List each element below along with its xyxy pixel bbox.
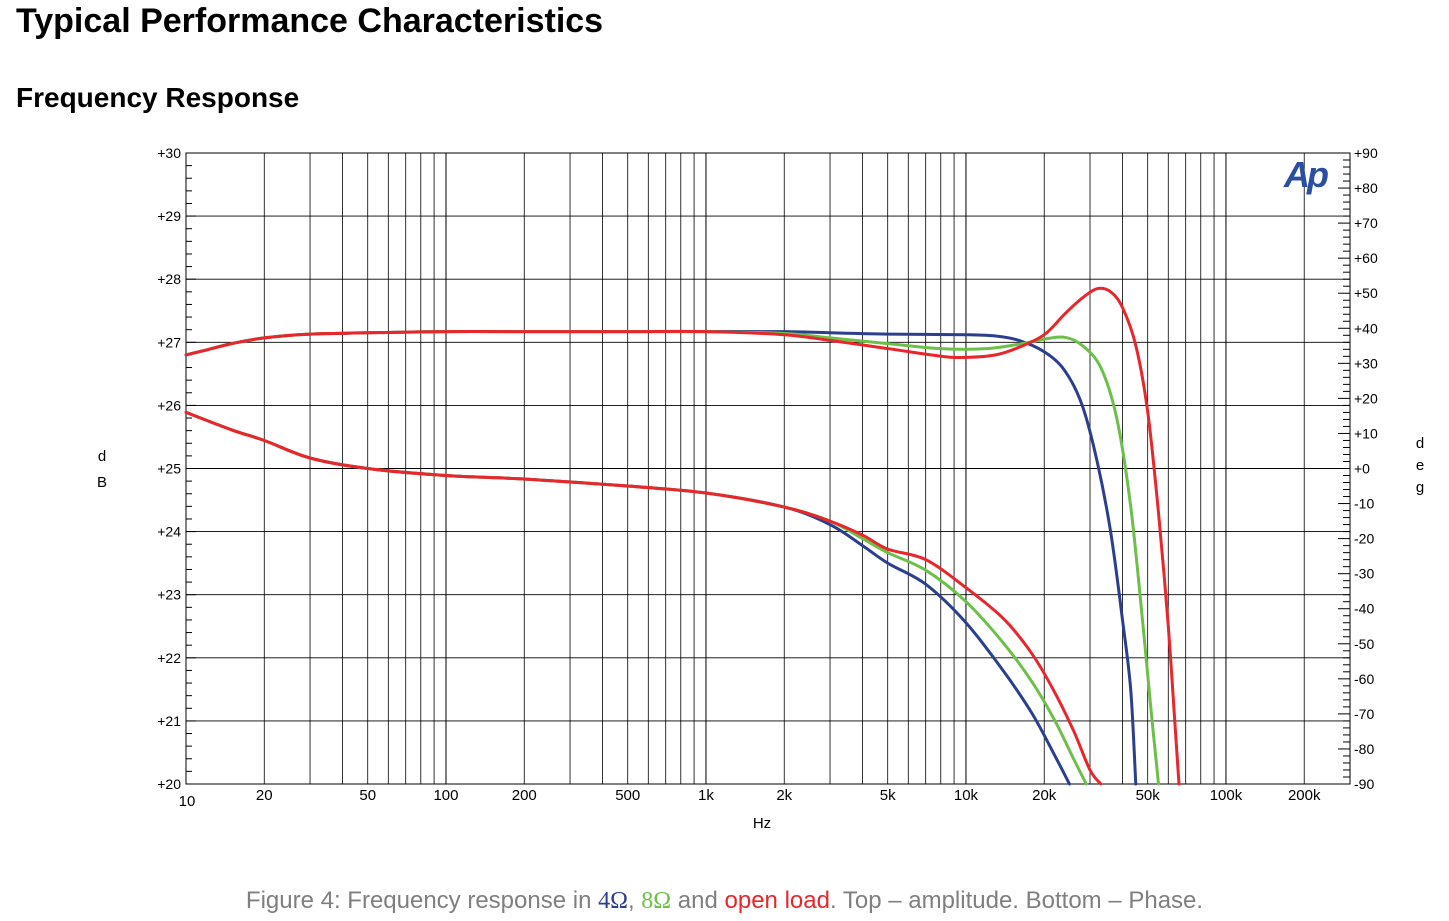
y-right-tick-label: +30 bbox=[1354, 355, 1378, 371]
y-right-tick-label: +60 bbox=[1354, 250, 1378, 266]
caption-sep1: , bbox=[627, 887, 642, 914]
caption-8ohm: 8Ω bbox=[641, 888, 672, 914]
x-tick-label: 100 bbox=[433, 787, 458, 804]
y-left-tick-label: +28 bbox=[157, 271, 181, 287]
y-right-axis-label-char: d bbox=[1416, 435, 1424, 452]
y-left-axis-label-char: d bbox=[98, 448, 106, 465]
x-tick-label: 20k bbox=[1032, 787, 1057, 804]
y-right-tick-label: +90 bbox=[1354, 145, 1378, 161]
x-tick-label: 1k bbox=[698, 787, 714, 804]
series-line-8-amplitude bbox=[184, 329, 1160, 786]
y-right-tick-label: +50 bbox=[1354, 285, 1378, 301]
ap-logo: Ap bbox=[1283, 154, 1331, 195]
y-left-tick-label: +23 bbox=[157, 587, 181, 603]
y-right-tick-label: -60 bbox=[1354, 671, 1374, 687]
ap-logo-text: Ap bbox=[1283, 154, 1328, 195]
x-tick-label: 100k bbox=[1210, 787, 1243, 804]
grid bbox=[185, 152, 1351, 785]
x-tick-label: 5k bbox=[880, 787, 896, 804]
y-right-tick-label: +0 bbox=[1354, 461, 1370, 477]
series-line-open-load-phase bbox=[184, 410, 1103, 786]
caption-open-load: open load bbox=[724, 887, 830, 914]
x-tick-label: 10k bbox=[954, 787, 979, 804]
figure-caption: Figure 4: Frequency response in 4Ω, 8Ω a… bbox=[0, 887, 1449, 915]
page-title: Typical Performance Characteristics bbox=[16, 2, 604, 40]
y-right-tick-label: -70 bbox=[1354, 706, 1374, 722]
series-layer bbox=[184, 286, 1181, 786]
y-right-tick-label: -20 bbox=[1354, 531, 1374, 547]
caption-prefix: Figure 4: Frequency response in bbox=[245, 887, 599, 914]
x-axis-label: Hz bbox=[753, 815, 771, 832]
x-tick-label: 10 bbox=[179, 793, 196, 810]
y-right-axis-label-char: e bbox=[1416, 457, 1424, 474]
y-right-tick-label: +40 bbox=[1354, 320, 1378, 336]
y-right-tick-label: +10 bbox=[1354, 425, 1378, 441]
y-right-tick-label: -80 bbox=[1354, 741, 1374, 757]
x-tick-label: 2k bbox=[776, 787, 792, 804]
y-left-tick-label: +29 bbox=[157, 208, 181, 224]
y-left-tick-label: +22 bbox=[157, 650, 181, 666]
y-left-tick-label: +30 bbox=[157, 145, 181, 161]
axis-labels: 10 20 50 100 200 500 1k 2k 5k 10k 20k 50k 100k 200k +3… bbox=[97, 145, 1424, 832]
x-tick-label: 20 bbox=[256, 787, 273, 804]
y-right-tick-label: +70 bbox=[1354, 215, 1378, 231]
y-right-tick-label: +80 bbox=[1354, 180, 1378, 196]
x-tick-label: 200 bbox=[512, 787, 537, 804]
y-right-tick-label: -40 bbox=[1354, 601, 1374, 617]
x-tick-label: 500 bbox=[615, 787, 640, 804]
x-tick-label: 50k bbox=[1136, 787, 1161, 804]
y-left-tick-label: +20 bbox=[157, 776, 181, 792]
axis-ticks bbox=[186, 152, 1350, 785]
y-right-tick-label: -10 bbox=[1354, 496, 1374, 512]
section-title: Frequency Response bbox=[16, 82, 300, 113]
caption-suffix: . Top – amplitude. Bottom – Phase. bbox=[829, 887, 1204, 914]
y-left-axis-label-char: B bbox=[97, 474, 107, 491]
y-left-tick-label: +26 bbox=[157, 397, 181, 413]
y-left-tick-label: +25 bbox=[157, 461, 181, 477]
y-left-tick-label: +21 bbox=[157, 713, 181, 729]
y-right-tick-label: -30 bbox=[1354, 566, 1374, 582]
x-tick-label: 200k bbox=[1288, 787, 1321, 804]
caption-sep2: and bbox=[671, 887, 725, 914]
series-line-4-amplitude bbox=[184, 330, 1138, 786]
frequency-response-chart: 10 20 50 100 200 500 1k 2k 5k 10k 20k 50k 100k 200k +3… bbox=[97, 145, 1424, 832]
caption-4ohm: 4Ω bbox=[598, 888, 628, 914]
y-left-tick-label: +24 bbox=[157, 524, 181, 540]
y-right-tick-label: -90 bbox=[1354, 776, 1374, 792]
y-right-tick-label: -50 bbox=[1354, 636, 1374, 652]
y-left-tick-label: +27 bbox=[157, 334, 181, 350]
x-tick-label: 50 bbox=[359, 787, 376, 804]
y-right-axis-label-char: g bbox=[1416, 479, 1424, 496]
series-line-open-load-amplitude bbox=[184, 286, 1181, 786]
y-right-tick-label: +20 bbox=[1354, 390, 1378, 406]
